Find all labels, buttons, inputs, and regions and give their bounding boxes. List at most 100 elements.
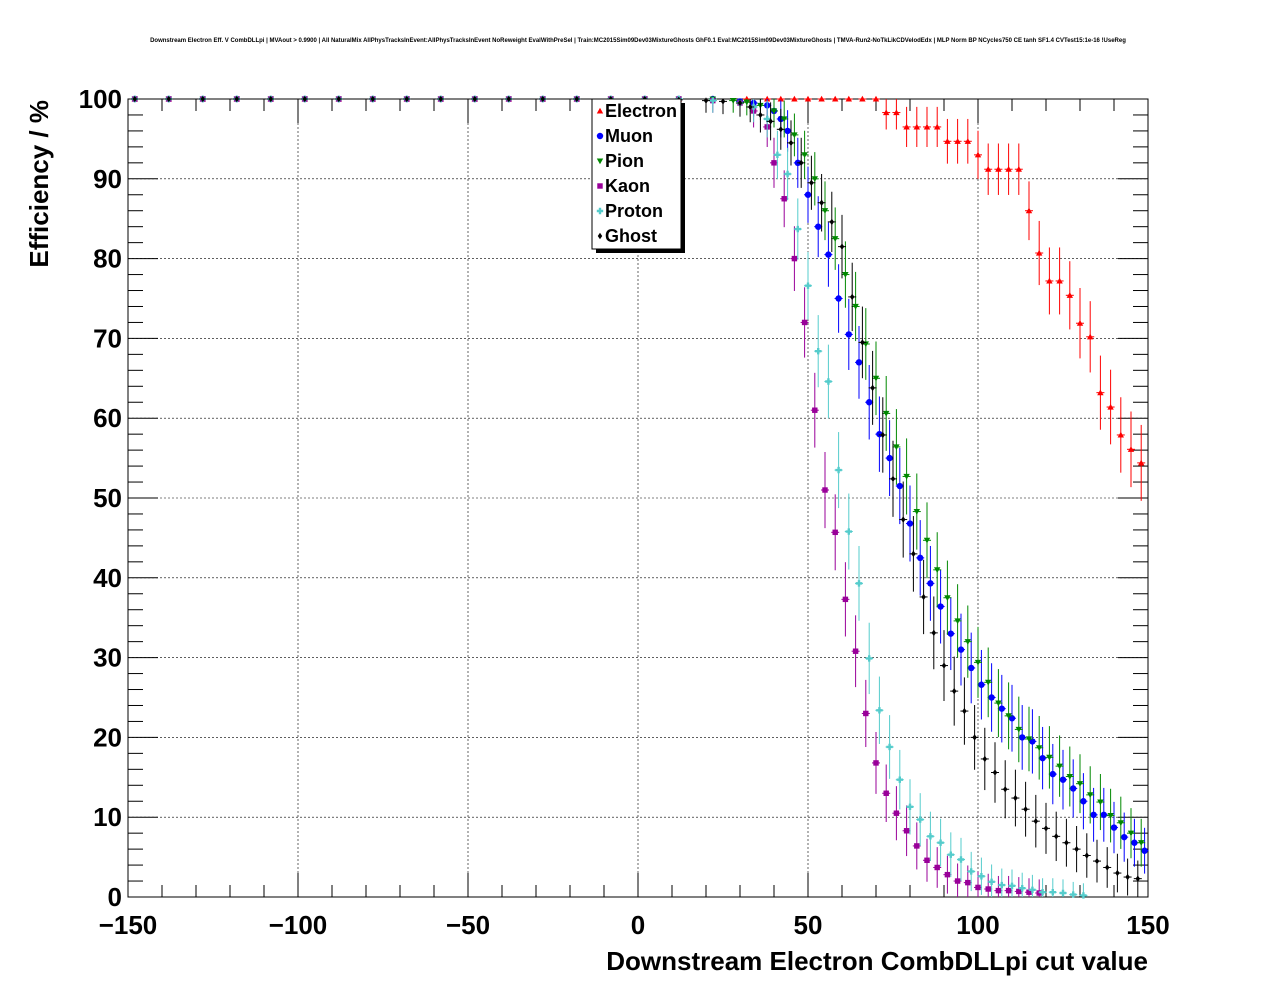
data-point [924, 857, 930, 864]
y-tick-label: 80 [93, 244, 122, 274]
data-point [1135, 875, 1141, 882]
data-point [921, 593, 926, 601]
data-point [804, 95, 812, 102]
data-point [1138, 840, 1145, 846]
data-point [730, 98, 737, 104]
data-point [1029, 738, 1036, 745]
data-point [941, 662, 947, 669]
data-point [540, 95, 546, 103]
data-point [855, 580, 863, 587]
data-point [703, 97, 709, 104]
data-point [404, 95, 410, 103]
data-point [947, 630, 954, 637]
data-point [876, 430, 883, 438]
data-point [964, 138, 971, 144]
data-point [1013, 794, 1018, 802]
data-point [825, 251, 832, 258]
data-point [913, 123, 920, 130]
data-point [1036, 249, 1043, 256]
data-point [998, 705, 1005, 712]
data-point [927, 833, 934, 840]
legend-label-proton: Proton [605, 201, 663, 221]
data-point [743, 99, 750, 106]
data-point [784, 170, 791, 178]
data-point [818, 95, 825, 102]
data-point [200, 95, 206, 103]
data-point [1080, 892, 1087, 899]
data-point [771, 160, 777, 166]
legend-label-pion: Pion [605, 151, 644, 171]
data-point [957, 856, 965, 863]
data-point [1066, 292, 1073, 298]
data-point [574, 95, 580, 103]
data-point [1039, 889, 1046, 896]
data-point [1087, 333, 1094, 340]
data-point [815, 347, 822, 355]
data-point [597, 183, 603, 189]
legend-box [591, 98, 682, 250]
data-point [968, 868, 975, 875]
data-point [794, 225, 801, 233]
data-point [1107, 403, 1114, 410]
data-point [1127, 446, 1135, 452]
data-point [839, 243, 845, 250]
data-point [1066, 773, 1073, 780]
data-point [1059, 889, 1067, 897]
data-point [166, 95, 172, 103]
y-tick-label: 50 [93, 483, 122, 513]
data-point [1117, 431, 1124, 438]
data-point [886, 743, 893, 751]
data-point [988, 694, 995, 701]
data-point [825, 378, 832, 385]
data-point [1107, 813, 1114, 819]
data-point [1036, 890, 1042, 896]
data-point [859, 95, 866, 102]
data-point [992, 769, 998, 776]
data-point [965, 879, 971, 886]
data-point [804, 191, 812, 198]
data-point [1033, 817, 1039, 825]
data-point [1056, 763, 1063, 770]
data-point [1127, 830, 1135, 837]
data-point [947, 851, 954, 858]
data-point [1046, 277, 1053, 284]
data-point [709, 97, 716, 104]
data-point [870, 384, 875, 392]
data-point [900, 516, 906, 523]
y-tick-label: 90 [93, 164, 122, 194]
data-point [1070, 785, 1077, 792]
data-point [764, 95, 771, 102]
data-point [982, 755, 988, 763]
data-point [1015, 166, 1022, 172]
data-point [832, 529, 838, 536]
data-point [842, 272, 849, 278]
data-point [268, 95, 274, 103]
data-point [927, 580, 934, 587]
data-point [1097, 389, 1104, 396]
data-point [863, 710, 869, 717]
data-point [1025, 736, 1033, 743]
data-point [1019, 734, 1026, 741]
legend-label-muon: Muon [605, 126, 653, 146]
data-series [130, 95, 1149, 899]
legend-label-kaon: Kaon [605, 176, 650, 196]
data-point [801, 319, 808, 326]
data-point [893, 810, 900, 816]
data-point [903, 123, 910, 130]
data-point [1029, 886, 1036, 894]
data-point [1115, 869, 1120, 877]
data-point [438, 95, 444, 103]
data-point [1080, 798, 1087, 805]
data-point [845, 95, 852, 102]
data-point [1053, 833, 1059, 840]
data-point [768, 118, 773, 125]
y-tick-label: 30 [93, 643, 122, 673]
chart-title: Downstream Electron Eff. V CombDLLpi | M… [150, 38, 1126, 44]
data-point [781, 116, 788, 123]
data-point [855, 359, 863, 366]
data-point [1023, 806, 1028, 813]
data-point [1090, 811, 1097, 819]
data-point [472, 95, 478, 103]
data-point [801, 152, 808, 159]
y-tick-label: 10 [93, 802, 122, 832]
